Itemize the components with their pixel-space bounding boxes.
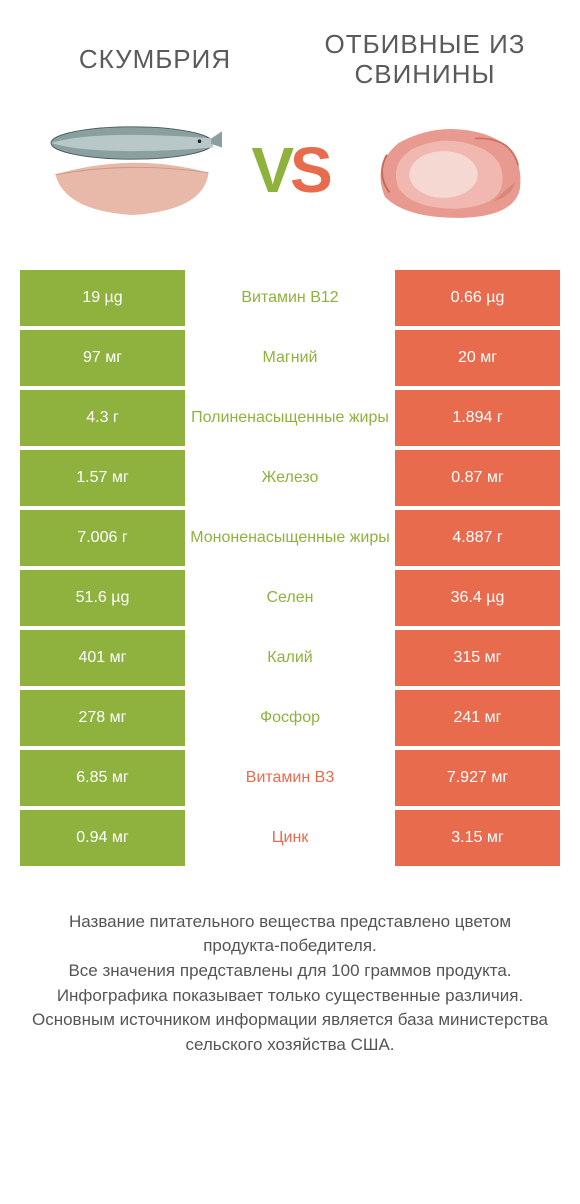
- nutrient-label: Железо: [185, 450, 395, 506]
- comparison-table: 19 µgВитамин B120.66 µg97 мгМагний20 мг4…: [0, 270, 580, 870]
- titles-row: СКУМБРИЯ ОТБИВНЫЕ ИЗ СВИНИНЫ: [0, 0, 580, 100]
- right-value: 4.887 г: [395, 510, 560, 566]
- images-row: VS: [0, 100, 580, 270]
- table-row: 7.006 гМононенасыщенные жиры4.887 г: [20, 510, 560, 570]
- nutrient-label: Магний: [185, 330, 395, 386]
- right-value: 1.894 г: [395, 390, 560, 446]
- left-value: 19 µg: [20, 270, 185, 326]
- nutrient-label: Калий: [185, 630, 395, 686]
- table-row: 51.6 µgСелен36.4 µg: [20, 570, 560, 630]
- vs-letter-v: V: [251, 138, 290, 202]
- infographic-root: СКУМБРИЯ ОТБИВНЫЕ ИЗ СВИНИНЫ VS: [0, 0, 580, 1204]
- left-value: 51.6 µg: [20, 570, 185, 626]
- pork-chop-image: [337, 110, 560, 230]
- table-row: 19 µgВитамин B120.66 µg: [20, 270, 560, 330]
- left-value: 278 мг: [20, 690, 185, 746]
- table-row: 97 мгМагний20 мг: [20, 330, 560, 390]
- right-value: 3.15 мг: [395, 810, 560, 866]
- table-row: 1.57 мгЖелезо0.87 мг: [20, 450, 560, 510]
- vs-letter-s: S: [290, 138, 329, 202]
- nutrient-label: Витамин B12: [185, 270, 395, 326]
- right-value: 241 мг: [395, 690, 560, 746]
- left-value: 6.85 мг: [20, 750, 185, 806]
- left-food-title: СКУМБРИЯ: [30, 44, 280, 75]
- vs-label: VS: [251, 138, 328, 202]
- footer-line: Все значения представлены для 100 граммо…: [30, 959, 550, 984]
- table-row: 6.85 мгВитамин B37.927 мг: [20, 750, 560, 810]
- footer-line: Название питательного вещества представл…: [30, 910, 550, 959]
- left-value: 97 мг: [20, 330, 185, 386]
- table-row: 401 мгКалий315 мг: [20, 630, 560, 690]
- nutrient-label: Цинк: [185, 810, 395, 866]
- left-value: 7.006 г: [20, 510, 185, 566]
- nutrient-label: Мононенасыщенные жиры: [185, 510, 395, 566]
- nutrient-label: Фосфор: [185, 690, 395, 746]
- left-value: 4.3 г: [20, 390, 185, 446]
- mackerel-image: [20, 110, 243, 230]
- table-row: 4.3 гПолиненасыщенные жиры1.894 г: [20, 390, 560, 450]
- left-value: 401 мг: [20, 630, 185, 686]
- footer-line: Инфографика показывает только существенн…: [30, 984, 550, 1009]
- nutrient-label: Полиненасыщенные жиры: [185, 390, 395, 446]
- right-value: 0.87 мг: [395, 450, 560, 506]
- left-value: 1.57 мг: [20, 450, 185, 506]
- table-row: 278 мгФосфор241 мг: [20, 690, 560, 750]
- right-value: 36.4 µg: [395, 570, 560, 626]
- left-value: 0.94 мг: [20, 810, 185, 866]
- right-value: 0.66 µg: [395, 270, 560, 326]
- meat-icon: [358, 110, 538, 230]
- nutrient-label: Витамин B3: [185, 750, 395, 806]
- right-value: 7.927 мг: [395, 750, 560, 806]
- footer-notes: Название питательного вещества представл…: [0, 870, 580, 1058]
- nutrient-label: Селен: [185, 570, 395, 626]
- footer-line: Основным источником информации является …: [30, 1008, 550, 1057]
- right-value: 315 мг: [395, 630, 560, 686]
- fish-icon: [42, 110, 222, 230]
- table-row: 0.94 мгЦинк3.15 мг: [20, 810, 560, 870]
- right-food-title: ОТБИВНЫЕ ИЗ СВИНИНЫ: [300, 30, 550, 90]
- right-value: 20 мг: [395, 330, 560, 386]
